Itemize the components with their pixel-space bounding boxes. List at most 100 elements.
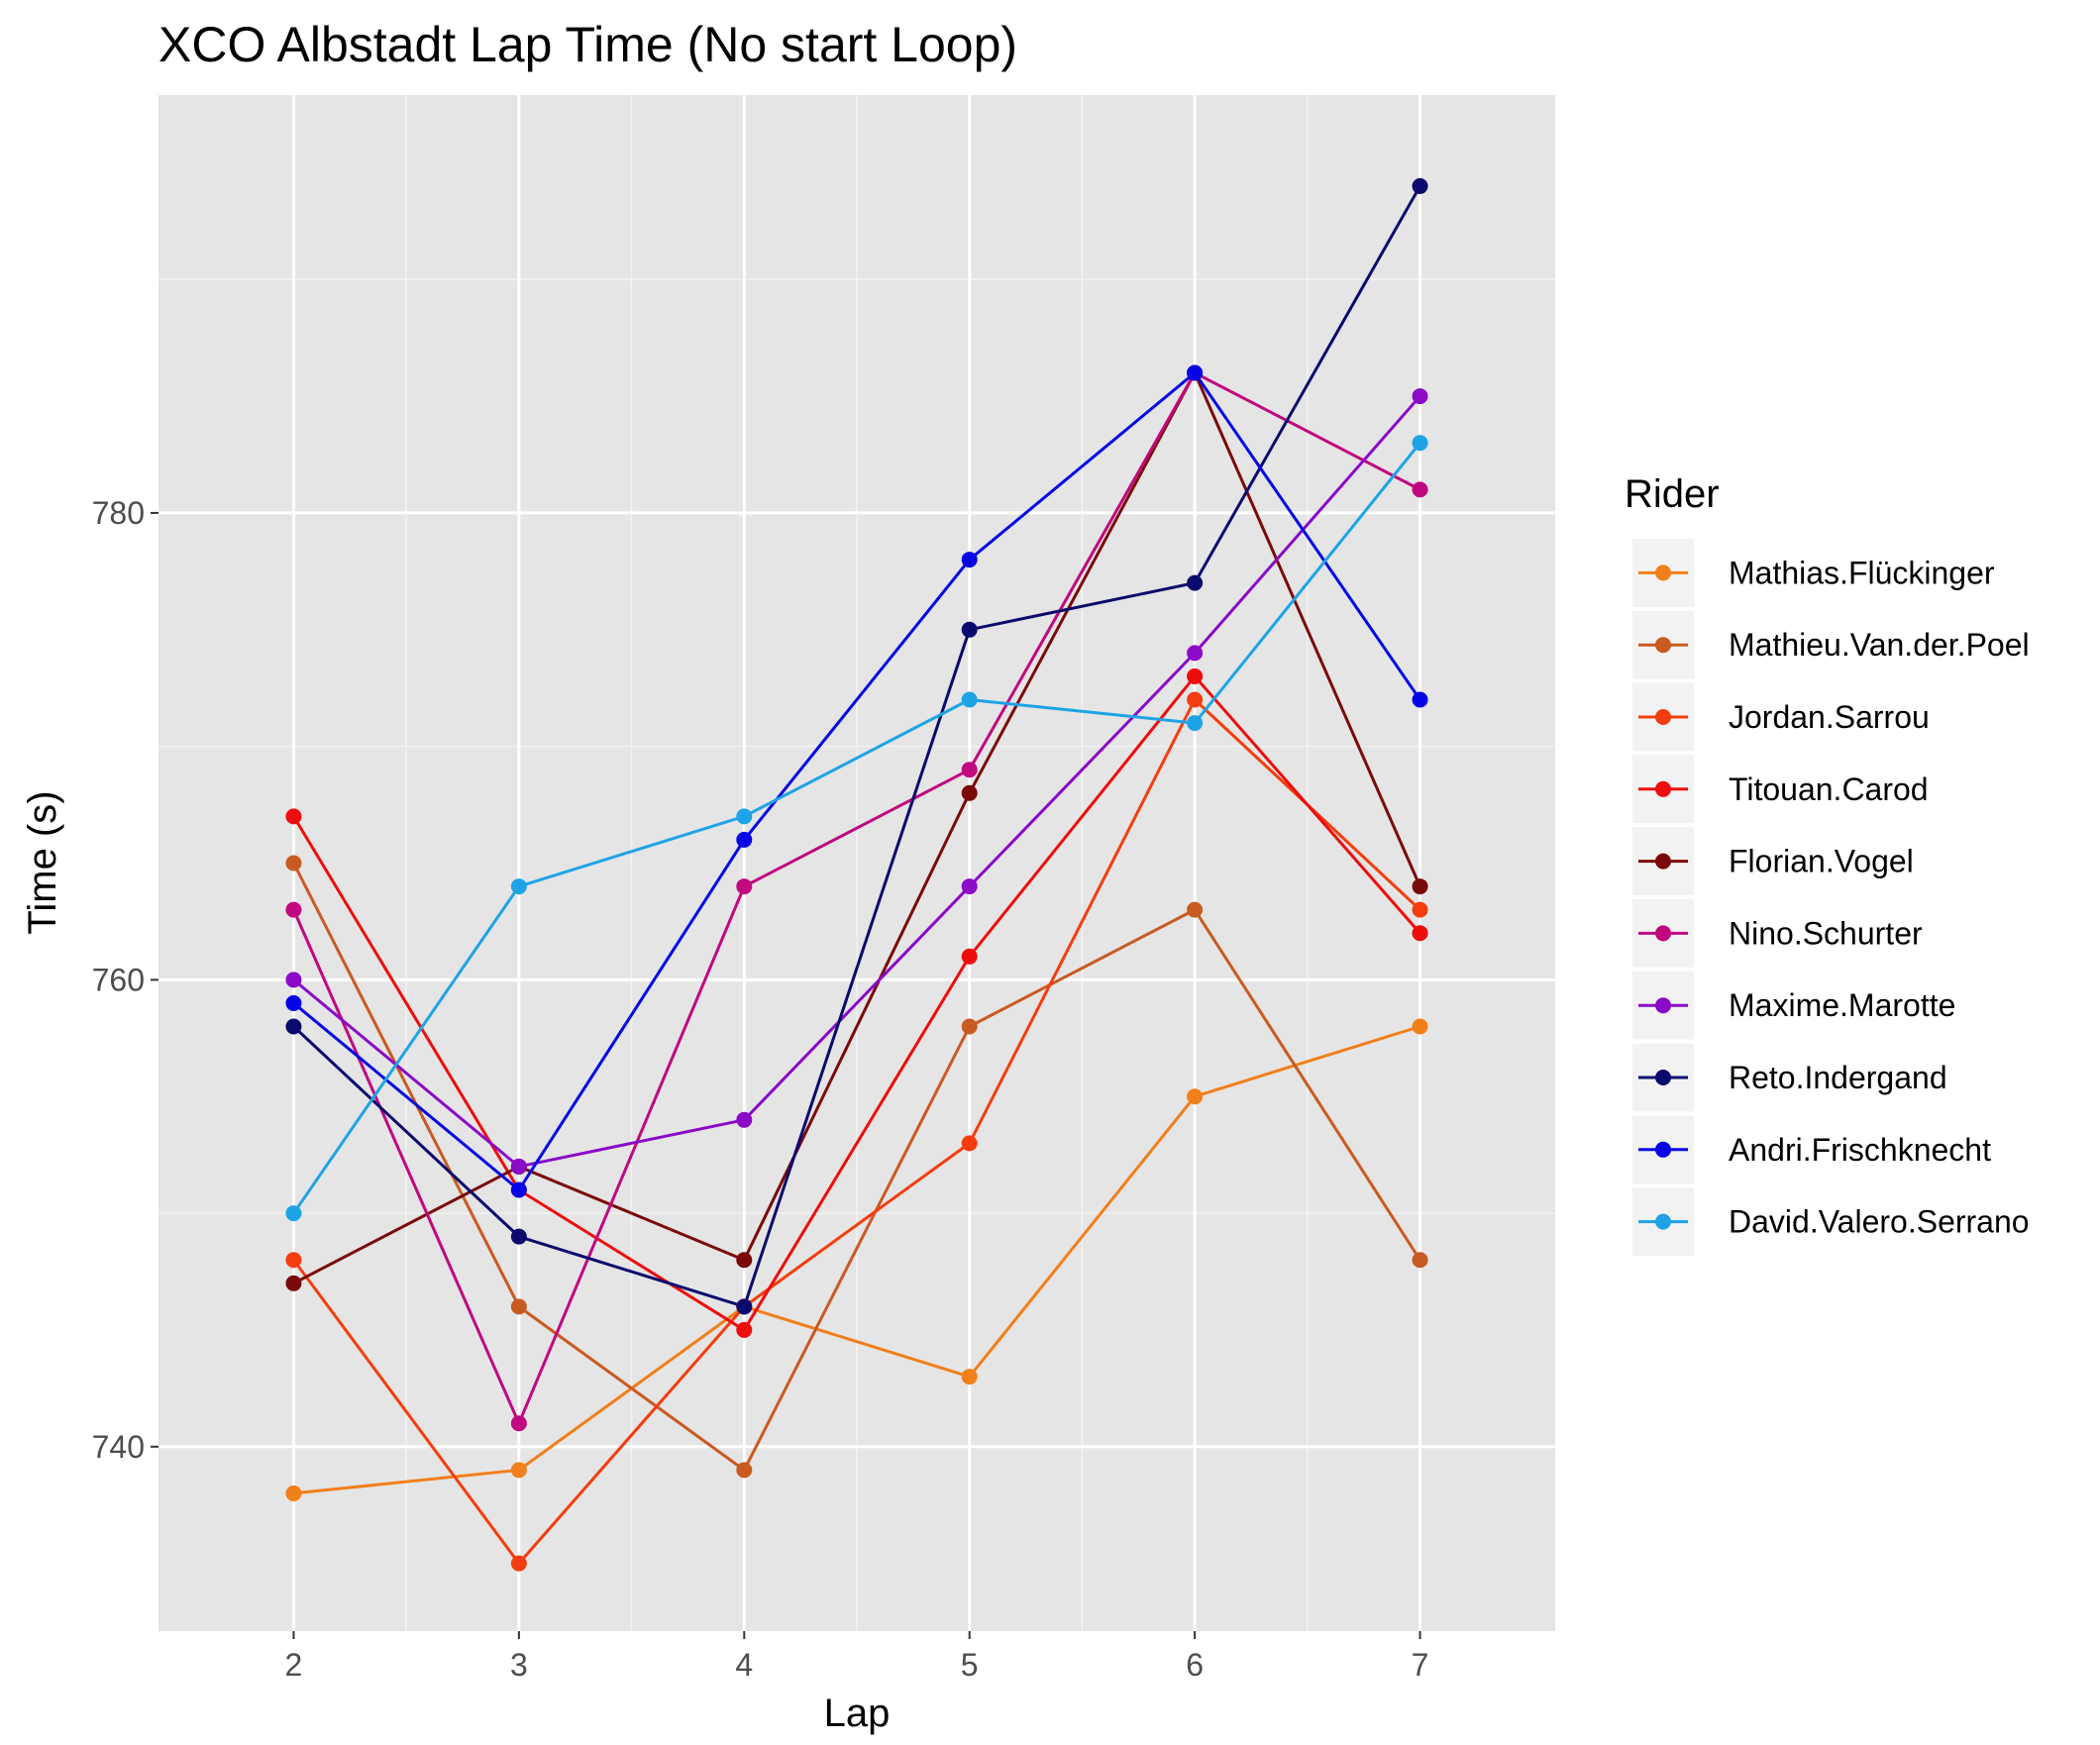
data-point-titouan-carod bbox=[961, 948, 978, 965]
data-point-mathias-fl-ckinger bbox=[510, 1462, 527, 1479]
data-point-mathias-fl-ckinger bbox=[1412, 1018, 1428, 1035]
data-point-maxime-marotte bbox=[510, 1158, 527, 1175]
data-point-nino-schurter bbox=[285, 901, 302, 918]
data-point-maxime-marotte bbox=[1187, 645, 1204, 662]
y-tick-label: 740 bbox=[92, 1429, 145, 1465]
data-point-reto-indergand bbox=[285, 1018, 302, 1035]
series-lines bbox=[292, 185, 1421, 1566]
legend-label-mathieu-van-der-poel: Mathieu.Van.der.Poel bbox=[1729, 627, 2030, 663]
legend-label-titouan-carod: Titouan.Carod bbox=[1729, 771, 1929, 807]
data-point-mathieu-van-der-poel bbox=[1187, 901, 1204, 918]
data-point-david-valero-serrano bbox=[510, 878, 527, 895]
x-tick-label: 3 bbox=[510, 1647, 528, 1683]
data-point-mathias-fl-ckinger bbox=[285, 1485, 302, 1501]
legend-key-point bbox=[1655, 853, 1671, 870]
series-line-titouan-carod bbox=[292, 674, 1421, 1332]
data-point-titouan-carod bbox=[1187, 667, 1204, 684]
data-point-mathieu-van-der-poel bbox=[510, 1298, 527, 1315]
legend-label-nino-schurter: Nino.Schurter bbox=[1729, 915, 1923, 951]
y-tick-label: 780 bbox=[92, 495, 145, 531]
data-point-andri-frischknecht bbox=[736, 831, 753, 848]
data-point-andri-frischknecht bbox=[285, 994, 302, 1011]
data-point-nino-schurter bbox=[1412, 481, 1428, 498]
data-point-andri-frischknecht bbox=[510, 1181, 527, 1198]
series-line-mathieu-van-der-poel bbox=[292, 862, 1421, 1472]
legend-items: Mathias.Flückinger Mathieu.Van.der.Poel Jo… bbox=[1632, 539, 2030, 1256]
data-point-mathieu-van-der-poel bbox=[961, 1018, 978, 1035]
data-point-andri-frischknecht bbox=[1412, 691, 1428, 708]
data-point-nino-schurter bbox=[510, 1415, 527, 1432]
data-point-reto-indergand bbox=[1412, 177, 1428, 194]
chart-title: XCO Albstadt Lap Time (No start Loop) bbox=[158, 17, 1017, 72]
y-axis: 740 760 780 bbox=[92, 495, 158, 1465]
legend-key-point bbox=[1655, 637, 1671, 654]
data-point-mathieu-van-der-poel bbox=[1412, 1252, 1428, 1269]
legend-label-mathias-fl-ckinger: Mathias.Flückinger bbox=[1729, 555, 1995, 590]
legend-key-point bbox=[1655, 709, 1671, 725]
legend-label-jordan-sarrou: Jordan.Sarrou bbox=[1729, 699, 1930, 735]
data-point-david-valero-serrano bbox=[1187, 715, 1204, 732]
data-point-titouan-carod bbox=[1412, 925, 1428, 942]
legend-label-david-valero-serrano: David.Valero.Serrano bbox=[1729, 1204, 2030, 1240]
series-line-david-valero-serrano bbox=[292, 442, 1421, 1214]
series-line-jordan-sarrou bbox=[292, 698, 1421, 1566]
y-axis-title: Time (s) bbox=[21, 790, 64, 934]
x-axis: 2 3 4 5 6 7 bbox=[285, 1631, 1429, 1683]
data-point-david-valero-serrano bbox=[961, 691, 978, 708]
data-point-jordan-sarrou bbox=[961, 1135, 978, 1152]
data-point-jordan-sarrou bbox=[510, 1555, 527, 1572]
legend-key-point bbox=[1655, 1070, 1671, 1085]
series-points bbox=[285, 177, 1428, 1572]
legend-key-point bbox=[1655, 565, 1671, 581]
data-point-andri-frischknecht bbox=[1187, 364, 1204, 381]
data-point-mathieu-van-der-poel bbox=[285, 855, 302, 872]
legend-key-point bbox=[1655, 997, 1671, 1014]
data-point-maxime-marotte bbox=[285, 972, 302, 988]
data-point-david-valero-serrano bbox=[1412, 435, 1428, 452]
series-line-nino-schurter bbox=[292, 371, 1421, 1425]
data-point-florian-vogel bbox=[1412, 878, 1428, 895]
legend-key-point bbox=[1655, 925, 1671, 942]
data-point-maxime-marotte bbox=[1412, 388, 1428, 405]
data-point-florian-vogel bbox=[285, 1275, 302, 1291]
data-point-florian-vogel bbox=[961, 784, 978, 801]
data-point-david-valero-serrano bbox=[736, 808, 753, 825]
data-point-maxime-marotte bbox=[961, 878, 978, 895]
legend-label-maxime-marotte: Maxime.Marotte bbox=[1729, 987, 1955, 1023]
x-tick-label: 4 bbox=[735, 1647, 753, 1683]
data-point-maxime-marotte bbox=[736, 1111, 753, 1128]
legend-title: Rider bbox=[1625, 472, 1720, 516]
data-point-florian-vogel bbox=[736, 1252, 753, 1269]
data-point-reto-indergand bbox=[510, 1228, 527, 1245]
series-line-andri-frischknecht bbox=[292, 371, 1421, 1191]
x-tick-label: 5 bbox=[961, 1647, 979, 1683]
data-point-nino-schurter bbox=[961, 762, 978, 778]
series-line-florian-vogel bbox=[292, 371, 1421, 1285]
x-tick-label: 2 bbox=[285, 1647, 303, 1683]
data-point-david-valero-serrano bbox=[285, 1205, 302, 1222]
data-point-andri-frischknecht bbox=[961, 552, 978, 568]
series-line-mathias-fl-ckinger bbox=[293, 1025, 1420, 1495]
legend-key-point bbox=[1655, 1141, 1671, 1158]
data-point-titouan-carod bbox=[285, 808, 302, 825]
legend-key-point bbox=[1655, 1213, 1671, 1230]
data-point-nino-schurter bbox=[736, 878, 753, 895]
minor-gridlines bbox=[158, 95, 1555, 1631]
data-point-titouan-carod bbox=[736, 1321, 753, 1338]
x-tick-label: 6 bbox=[1186, 1647, 1204, 1683]
data-point-jordan-sarrou bbox=[1187, 691, 1204, 708]
x-axis-title: Lap bbox=[824, 1692, 891, 1735]
data-point-mathieu-van-der-poel bbox=[736, 1462, 753, 1479]
data-point-reto-indergand bbox=[736, 1298, 753, 1315]
data-point-reto-indergand bbox=[1187, 574, 1204, 591]
legend-label-andri-frischknecht: Andri.Frischknecht bbox=[1729, 1132, 1991, 1168]
series-line-reto-indergand bbox=[292, 185, 1421, 1308]
series-line-maxime-marotte bbox=[292, 395, 1421, 1169]
x-tick-label: 7 bbox=[1412, 1647, 1429, 1683]
legend-label-florian-vogel: Florian.Vogel bbox=[1729, 844, 1914, 879]
y-tick-label: 760 bbox=[92, 962, 145, 997]
legend-label-reto-indergand: Reto.Indergand bbox=[1729, 1060, 1947, 1095]
legend-key-point bbox=[1655, 780, 1671, 797]
data-point-mathias-fl-ckinger bbox=[961, 1369, 978, 1386]
